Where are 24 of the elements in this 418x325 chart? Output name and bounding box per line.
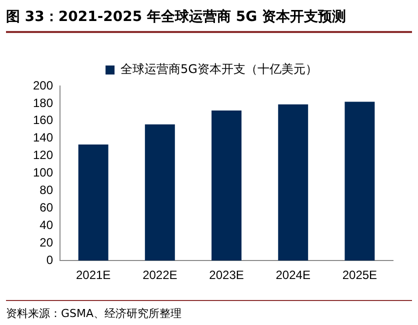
y-tick-label: 200 <box>32 78 54 92</box>
x-tick-label: 2021E <box>76 268 111 282</box>
y-tick-label: 20 <box>40 235 54 250</box>
bar <box>344 102 375 261</box>
bar <box>78 144 108 261</box>
y-tick-label: 160 <box>32 113 54 128</box>
y-tick-label: 40 <box>40 218 54 232</box>
x-tick-label: 2023E <box>209 268 244 282</box>
y-tick-label: 120 <box>32 148 54 162</box>
legend-label: 全球运营商5G资本开支（十亿美元） <box>120 62 318 76</box>
bar <box>212 110 242 261</box>
y-tick-label: 0 <box>46 252 54 267</box>
y-tick-label: 80 <box>40 183 54 198</box>
x-tick-label: 2022E <box>142 268 178 282</box>
y-tick-label: 140 <box>32 130 54 145</box>
text: 资料来源：GSMA、经济研究所整理 <box>6 300 412 321</box>
bar <box>144 124 175 261</box>
x-tick-label: 2024E <box>276 268 310 282</box>
y-tick-label: 60 <box>40 200 54 215</box>
chart-title: 图 33：2021-2025 年全球运营商 5G 资本开支预测 <box>6 8 412 33</box>
x-tick-label: 2025E <box>342 268 378 282</box>
y-tick-label: 180 <box>32 96 54 110</box>
y-tick-label: 100 <box>32 166 54 180</box>
bar <box>278 104 308 261</box>
